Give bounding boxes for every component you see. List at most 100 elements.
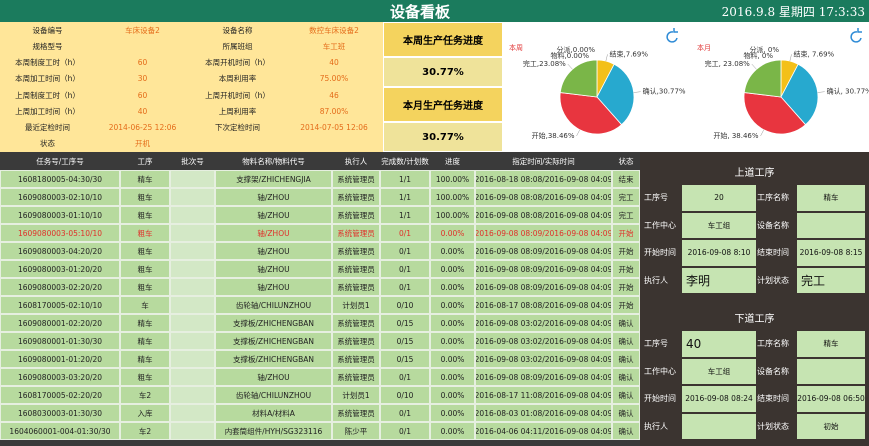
table-cell: 0/1 — [380, 404, 430, 422]
info-value: 30 — [137, 74, 148, 84]
pie-label: 分派, 0% — [749, 45, 779, 54]
table-cell: 1609080003-02:10/10 — [0, 188, 120, 206]
table-cell: 0.00% — [430, 314, 475, 332]
process-label: 工序名称 — [757, 193, 789, 203]
table-cell: 2016-04-06 04:11/2016-09-08 04:09 — [475, 422, 612, 440]
table-cell: 确认 — [612, 332, 640, 350]
table-cell: 2016-08-18 08:08/2016-09-08 04:09 — [475, 170, 612, 188]
process-label: 设备名称 — [757, 220, 789, 230]
progress-value: 30.77% — [383, 122, 503, 152]
table-cell: 0.00% — [430, 278, 475, 296]
table-cell: 系统管理员 — [332, 260, 380, 278]
pie-label: 确认,30.77% — [643, 87, 686, 96]
table-cell-empty — [170, 350, 215, 368]
table-cell: 计划员1 — [332, 296, 380, 314]
leader-line — [789, 54, 792, 62]
progress-label: 本月生产任务进度 — [383, 87, 503, 122]
table-cell: 1609080003-01:20/20 — [0, 260, 120, 278]
table-cell: 支撑板/ZHICHENGBAN — [215, 332, 332, 350]
table-cell: 轴/ZHOU — [215, 224, 332, 242]
table-cell: 开始 — [612, 224, 640, 242]
process-value: 2016-09-08 06:50 — [797, 386, 865, 412]
progress-label: 本周生产任务进度 — [383, 22, 503, 57]
table-cell: 系统管理员 — [332, 332, 380, 350]
table-cell: 齿轮轴/CHILUNZHOU — [215, 386, 332, 404]
info-value: 46 — [329, 90, 339, 100]
table-cell-empty — [170, 188, 215, 206]
table-cell: 0.00% — [430, 242, 475, 260]
info-value: 40 — [329, 58, 339, 68]
pie-slice — [743, 59, 782, 98]
table-cell: 2016-09-08 08:09/2016-09-08 04:09 — [475, 242, 612, 260]
chart-title: 本周 — [509, 43, 523, 52]
info-label: 所属班组 — [222, 41, 253, 51]
table-cell: 系统管理员 — [332, 206, 380, 224]
table-cell-empty — [170, 296, 215, 314]
table-cell: 2016-09-08 03:02/2016-09-08 04:09 — [475, 350, 612, 368]
table-cell: 粗车 — [120, 260, 170, 278]
table-cell: 0.00% — [430, 296, 475, 314]
table-cell: 粗车 — [120, 206, 170, 224]
process-value — [797, 212, 865, 238]
table-cell: 精车 — [120, 350, 170, 368]
process-label: 开始时间 — [644, 248, 676, 258]
table-cell: 系统管理员 — [332, 314, 380, 332]
table-cell: 0.00% — [430, 404, 475, 422]
table-cell: 开始 — [612, 278, 640, 296]
table-cell: 支撑板/ZHICHENGBAN — [215, 314, 332, 332]
process-label: 开始时间 — [644, 394, 676, 404]
process-label: 工序号 — [644, 193, 668, 203]
process-label: 计划状态 — [757, 421, 789, 431]
table-cell: 1609080003-03:20/20 — [0, 368, 120, 386]
table-cell: 轴/ZHOU — [215, 368, 332, 386]
table-cell: 0.00% — [430, 386, 475, 404]
table-cell: 2016-09-08 08:09/2016-09-08 04:09 — [475, 278, 612, 296]
pie-label: 物料, 0% — [743, 51, 773, 60]
leader-line — [760, 129, 765, 137]
table-cell-empty — [170, 386, 215, 404]
table-cell: 系统管理员 — [332, 350, 380, 368]
process-label: 工作中心 — [644, 366, 676, 376]
table-cell: 2016-09-08 03:02/2016-09-08 04:09 — [475, 314, 612, 332]
table-cell: 完工 — [612, 188, 640, 206]
table-cell: 轴/ZHOU — [215, 242, 332, 260]
table-cell: 陈少平 — [332, 422, 380, 440]
pie-slice — [596, 63, 635, 126]
info-label: 规格型号 — [32, 41, 63, 51]
table-cell: 支撑架/ZHICHENGJIA — [215, 170, 332, 188]
process-label: 执行人 — [644, 421, 668, 431]
table-cell: 1/1 — [380, 188, 430, 206]
table-cell-empty — [170, 260, 215, 278]
process-value — [797, 358, 865, 384]
process-value: 40 — [682, 331, 756, 357]
progress-value: 30.77% — [383, 57, 503, 87]
table-cell: 确认 — [612, 386, 640, 404]
table-cell: 0.00% — [430, 368, 475, 386]
table-cell: 齿轮轴/CHILUNZHOU — [215, 296, 332, 314]
table-cell: 系统管理员 — [332, 404, 380, 422]
info-label: 上周加工时间（h） — [15, 106, 80, 116]
pie-label: 结束, 7.69% — [794, 49, 835, 58]
info-value: 数控车床设备2 — [309, 25, 359, 35]
table-cell: 0.00% — [430, 422, 475, 440]
process-label: 工作中心 — [644, 220, 676, 230]
process-value: 初始 — [797, 413, 865, 439]
table-cell-empty — [170, 332, 215, 350]
pie-slice — [559, 59, 598, 98]
process-title: 上道工序 — [734, 167, 775, 179]
info-value: 40 — [137, 106, 148, 116]
table-cell: 粗车 — [120, 368, 170, 386]
table-cell: 开始 — [612, 242, 640, 260]
table-cell: 内套筒组件/HYH/SG323116 — [215, 422, 332, 440]
table-cell: 确认 — [612, 422, 640, 440]
table-cell: 0/1 — [380, 224, 430, 242]
table-cell: 100.00% — [430, 188, 475, 206]
table-cell: 确认 — [612, 404, 640, 422]
leader-line — [576, 129, 581, 137]
info-panel — [0, 22, 383, 152]
table-cell: 0/1 — [380, 260, 430, 278]
pie-label: 物料,0.00% — [551, 51, 590, 60]
table-cell: 开始 — [612, 260, 640, 278]
table-cell: 入库 — [120, 404, 170, 422]
